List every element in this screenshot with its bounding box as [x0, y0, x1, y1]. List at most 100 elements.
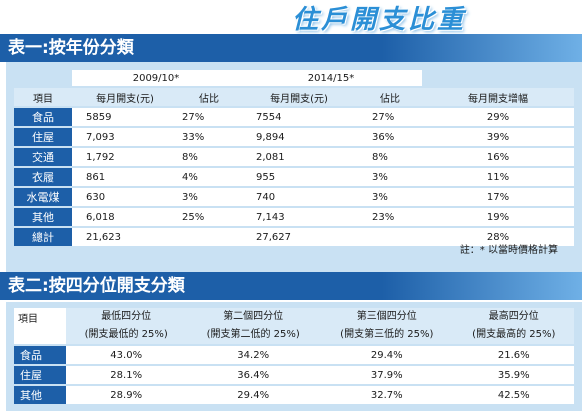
table1-cell-spend-2014: 740: [240, 188, 358, 206]
table2-panel: 項目 最低四分位 (開支最低的 25%) 第二個四分位 (開支第二低的 25%) 第…: [6, 302, 582, 411]
table1-cell-share-2009: [178, 228, 240, 246]
table2-cell-q4: 21.6%: [453, 346, 574, 364]
table2-cell-q4: 42.5%: [453, 386, 574, 404]
table1-group-2009: 2009/10*: [72, 70, 240, 86]
table2-row-label: 住屋: [14, 366, 66, 384]
table1-header-share-2014: 佔比: [358, 88, 422, 106]
table1-cell-spend-2014: 7554: [240, 108, 358, 126]
table1: 2009/10* 2014/15* 項目 每月開支(元) 佔比 每月開支(元) …: [14, 68, 574, 248]
table2-cell-q2: 36.4%: [186, 366, 320, 384]
q3-sub: (開支第三低的 25%): [340, 329, 434, 340]
table1-cell-growth: 29%: [422, 108, 574, 126]
table1-cell-share-2014: 23%: [358, 208, 422, 226]
table1-row: 水電煤 630 3% 740 3% 17%: [14, 188, 574, 206]
table1-cell-spend-2009: 861: [72, 168, 178, 186]
table1-row: 食品 5859 27% 7554 27% 29%: [14, 108, 574, 126]
table2-cell-q1: 28.9%: [66, 386, 187, 404]
table2-row: 住屋 28.1% 36.4% 37.9% 35.9%: [14, 366, 574, 384]
table1-cell-share-2009: 33%: [178, 128, 240, 146]
table1-cell-row-label: 食品: [14, 108, 72, 126]
table1-header-spend-2014: 每月開支(元): [240, 88, 358, 106]
q1-name: 最低四分位: [101, 311, 152, 322]
table1-cell-share-2014: 3%: [358, 188, 422, 206]
q2-sub: (開支第二低的 25%): [206, 329, 300, 340]
table1-cell-spend-2009: 630: [72, 188, 178, 206]
table1-cell-share-2014: 8%: [358, 148, 422, 166]
table1-cell-spend-2014: 7,143: [240, 208, 358, 226]
table1-cell-row-label: 住屋: [14, 128, 72, 146]
table2-header-q1: 最低四分位 (開支最低的 25%): [66, 308, 187, 344]
table1-cell-row-label: 總計: [14, 228, 72, 246]
table1-cell-spend-2009: 5859: [72, 108, 178, 126]
table1-cell-growth: 28%: [422, 228, 574, 246]
table1-heading-text: 表一:按年份分類: [8, 38, 134, 58]
table2-cell-q3: 32.7%: [319, 386, 454, 404]
table2-cell-q4: 35.9%: [453, 366, 574, 384]
page-title: 住戶開支比重: [292, 5, 467, 35]
table1-row: 衣履 861 4% 955 3% 11%: [14, 168, 574, 186]
table1-header-share-2009: 佔比: [178, 88, 240, 106]
table1-cell-spend-2009: 6,018: [72, 208, 178, 226]
table1-cell-spend-2014: 9,894: [240, 128, 358, 146]
table1-group-2014: 2014/15*: [240, 70, 422, 86]
table1-cell-share-2009: 4%: [178, 168, 240, 186]
q2-name: 第二個四分位: [223, 311, 284, 322]
table1-panel: 2009/10* 2014/15* 項目 每月開支(元) 佔比 每月開支(元) …: [6, 62, 582, 272]
table1-cell-row-label: 水電煤: [14, 188, 72, 206]
table2-heading: 表二:按四分位開支分類: [0, 272, 582, 300]
table1-cell-share-2009: 25%: [178, 208, 240, 226]
table1-body: 食品 5859 27% 7554 27% 29% 住屋 7,093 33% 9,894 36% 39%…: [14, 108, 574, 246]
table2-row-label: 食品: [14, 346, 66, 364]
table1-cell-share-2009: 8%: [178, 148, 240, 166]
table2-header-q4: 最高四分位 (開支最高的 25%): [453, 308, 574, 344]
table2-cell-q2: 29.4%: [186, 386, 320, 404]
table2-header-item: 項目: [14, 308, 66, 344]
table2-cell-q2: 34.2%: [186, 346, 320, 364]
table1-header-spend-2009: 每月開支(元): [72, 88, 178, 106]
table1-cell-growth: 19%: [422, 208, 574, 226]
table2-header-q2: 第二個四分位 (開支第二低的 25%): [186, 308, 320, 344]
table1-row: 交通 1,792 8% 2,081 8% 16%: [14, 148, 574, 166]
table1-footnote: 註：* 以當時價格計算: [459, 245, 558, 256]
table1-cell-row-label: 其他: [14, 208, 72, 226]
table1-heading: 表一:按年份分類: [0, 34, 582, 62]
q4-name: 最高四分位: [488, 311, 539, 322]
table2-header-q3: 第三個四分位 (開支第三低的 25%): [319, 308, 454, 344]
q3-name: 第三個四分位: [356, 311, 417, 322]
table2-heading-text: 表二:按四分位開支分類: [8, 276, 185, 296]
table1-cell-spend-2014: 955: [240, 168, 358, 186]
table1-cell-share-2014: 36%: [358, 128, 422, 146]
table2-row: 其他 28.9% 29.4% 32.7% 42.5%: [14, 386, 574, 404]
table1-cell-share-2009: 27%: [178, 108, 240, 126]
table1-row: 其他 6,018 25% 7,143 23% 19%: [14, 208, 574, 226]
table2-cell-q1: 28.1%: [66, 366, 187, 384]
table1-cell-growth: 17%: [422, 188, 574, 206]
table2-row: 食品 43.0% 34.2% 29.4% 21.6%: [14, 346, 574, 364]
table1-cell-spend-2014: 2,081: [240, 148, 358, 166]
table1-header-growth: 每月開支增幅: [422, 88, 574, 106]
table1-cell-growth: 16%: [422, 148, 574, 166]
table1-header-row: 項目 每月開支(元) 佔比 每月開支(元) 佔比 每月開支增幅: [14, 88, 574, 106]
table1-group-blank: [14, 70, 72, 86]
table2-cell-q3: 37.9%: [319, 366, 454, 384]
table1-header-item: 項目: [14, 88, 72, 106]
table2-header-row: 項目 最低四分位 (開支最低的 25%) 第二個四分位 (開支第二低的 25%) 第…: [14, 308, 574, 344]
table2: 項目 最低四分位 (開支最低的 25%) 第二個四分位 (開支第二低的 25%) 第…: [14, 306, 574, 406]
table1-cell-row-label: 衣履: [14, 168, 72, 186]
table1-cell-spend-2014: 27,627: [240, 228, 358, 246]
table2-cell-q1: 43.0%: [66, 346, 187, 364]
table1-cell-row-label: 交通: [14, 148, 72, 166]
table1-cell-growth: 11%: [422, 168, 574, 186]
table1-cell-spend-2009: 21,623: [72, 228, 178, 246]
table2-cell-q3: 29.4%: [319, 346, 454, 364]
table1-row: 總計 21,623 27,627 28%: [14, 228, 574, 246]
table2-body: 食品 43.0% 34.2% 29.4% 21.6% 住屋 28.1% 36.4% 37.9% 3…: [14, 346, 574, 404]
table1-cell-share-2014: 27%: [358, 108, 422, 126]
table1-cell-share-2009: 3%: [178, 188, 240, 206]
table1-row: 住屋 7,093 33% 9,894 36% 39%: [14, 128, 574, 146]
table1-cell-share-2014: 3%: [358, 168, 422, 186]
table1-cell-growth: 39%: [422, 128, 574, 146]
q4-sub: (開支最高的 25%): [472, 329, 556, 340]
table1-group-row: 2009/10* 2014/15*: [14, 70, 574, 86]
table1-cell-spend-2009: 1,792: [72, 148, 178, 166]
